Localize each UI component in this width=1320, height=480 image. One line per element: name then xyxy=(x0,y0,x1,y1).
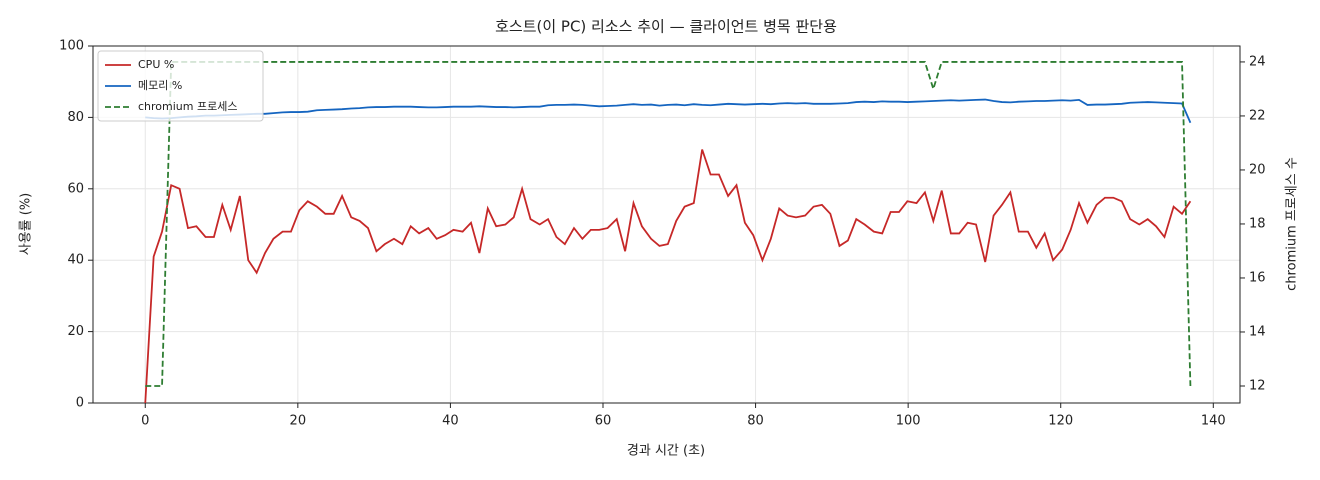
x-tick-label: 120 xyxy=(1048,414,1073,429)
x-tick-label: 140 xyxy=(1201,414,1226,429)
y-tick-label: 20 xyxy=(67,324,84,339)
x-tick-label: 40 xyxy=(442,414,459,429)
legend-label: 메모리 % xyxy=(138,79,182,92)
x-tick-label: 100 xyxy=(896,414,921,429)
y2-tick-label: 22 xyxy=(1249,108,1266,123)
legend-box xyxy=(97,50,264,122)
y-tick-label: 80 xyxy=(67,110,84,125)
x-axis-label: 경과 시간 (초) xyxy=(627,444,705,459)
x-tick-label: 60 xyxy=(595,414,612,429)
y2-tick-label: 12 xyxy=(1249,378,1266,393)
x-tick-label: 0 xyxy=(141,414,149,429)
y2-axis-label: chromium 프로세스 수 xyxy=(1285,157,1300,291)
series-line xyxy=(145,61,1192,387)
legend-label: CPU % xyxy=(138,58,174,71)
y-tick-label: 100 xyxy=(59,39,84,54)
y2-tick-label: 16 xyxy=(1249,270,1266,285)
y-axis-label: 사용률 (%) xyxy=(19,193,34,256)
plot-frame xyxy=(92,45,1241,404)
y2-tick-label: 14 xyxy=(1249,324,1266,339)
legend-label: chromium 프로세스 xyxy=(138,100,237,113)
y-tick-label: 40 xyxy=(67,253,84,268)
y-tick-label: 60 xyxy=(67,181,84,196)
legend: CPU % 메모리 % chromium 프로세스 xyxy=(97,50,264,122)
x-tick-label: 20 xyxy=(290,414,307,429)
y2-tick-label: 18 xyxy=(1249,216,1266,231)
y2-tick-label: 24 xyxy=(1249,54,1266,69)
chart-title: 호스트(이 PC) 리소스 추이 — 클라이언트 병목 판단용 xyxy=(495,18,837,36)
y2-tick-label: 20 xyxy=(1249,162,1266,177)
series-line xyxy=(144,149,1192,404)
x-tick-label: 80 xyxy=(747,414,764,429)
series-line xyxy=(145,98,1192,124)
y-tick-label: 0 xyxy=(76,396,84,411)
